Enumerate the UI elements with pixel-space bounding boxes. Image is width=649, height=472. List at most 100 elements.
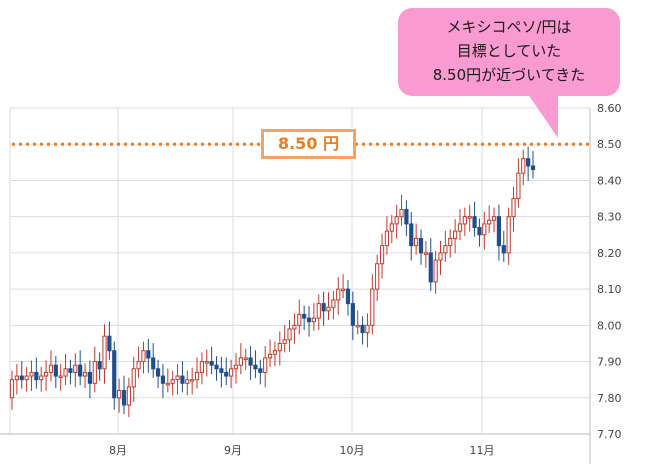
candle-body [365, 324, 370, 334]
candle-body [170, 379, 175, 384]
target-level-label: 8.50 円 [261, 129, 356, 159]
candle-body [63, 368, 68, 377]
candle-body [219, 368, 224, 373]
candle-body [311, 317, 316, 323]
candle-body [418, 237, 424, 254]
candle-body [263, 357, 268, 373]
candle-body [155, 368, 161, 377]
candle-body [238, 357, 243, 366]
candle-body [185, 379, 190, 384]
candle-body [336, 288, 341, 301]
candle-body [14, 375, 19, 381]
candle-body [43, 371, 49, 377]
x-tick-label: 10月 [340, 444, 365, 457]
candle-body [131, 368, 136, 388]
candle-body [482, 223, 487, 236]
candle-body [141, 350, 146, 363]
y-tick-label: 8.50 [597, 138, 622, 151]
candle-body [467, 216, 472, 219]
candle-body [82, 371, 88, 377]
candle-body [375, 263, 380, 290]
candle-body [526, 158, 531, 167]
candle-body [501, 245, 506, 254]
candle-body [462, 216, 467, 225]
candles [9, 146, 536, 417]
candle-body [384, 230, 390, 247]
candle-body [277, 342, 282, 352]
candle-body [204, 361, 209, 364]
candle-body [9, 379, 15, 399]
candle-body [48, 364, 54, 373]
candle-body [180, 375, 185, 384]
candle-body [379, 245, 385, 265]
candle-body [370, 288, 375, 326]
y-tick-label: 7.80 [597, 392, 622, 405]
annotation-line-1: メキシコペソ/円は [446, 18, 572, 36]
candle-body [530, 165, 536, 171]
candle-body [477, 227, 482, 236]
candle-body [472, 216, 477, 229]
candle-body [433, 259, 438, 283]
candle-body [107, 335, 112, 352]
candle-body [326, 306, 331, 312]
candle-body [448, 237, 453, 247]
y-axis-ticks: 8.60 8.50 8.40 8.30 8.20 8.10 8.00 7.90 7.80 7.70 [597, 102, 622, 441]
grid [0, 107, 591, 464]
candle-body [321, 303, 326, 312]
callout-tail [528, 94, 558, 138]
candle-body [355, 324, 360, 328]
candle-body [160, 375, 166, 384]
candle-body [29, 371, 34, 377]
candle-body [452, 230, 458, 239]
candle-body [146, 350, 151, 359]
candle-body [282, 339, 287, 344]
candle-body [516, 172, 521, 200]
candle-body [350, 303, 355, 326]
candle-body [487, 219, 492, 225]
candle-body [112, 350, 117, 399]
candle-body [302, 313, 307, 319]
candle-body [151, 357, 156, 370]
candle-body [19, 375, 24, 381]
candle-body [292, 324, 297, 330]
candle-body [297, 313, 302, 326]
candle-body [126, 386, 131, 406]
y-tick-label: 8.30 [597, 211, 622, 224]
y-tick-label: 8.40 [597, 174, 622, 187]
annotation-line-2: 目標としていた [456, 42, 562, 60]
candle-body [34, 371, 39, 381]
y-tick-label: 7.70 [597, 428, 622, 441]
candle-body [306, 317, 312, 323]
candle-body [457, 223, 463, 232]
candle-body [136, 361, 141, 370]
candle-body [360, 324, 365, 334]
candle-body [233, 364, 239, 370]
candle-body [389, 223, 394, 232]
candle-body [102, 335, 107, 370]
candle-body [341, 288, 346, 292]
y-tick-label: 7.90 [597, 356, 622, 369]
candle-body [214, 364, 219, 370]
candle-body [258, 368, 263, 373]
candle-body [511, 198, 516, 218]
candle-body [199, 361, 204, 373]
candle-body [53, 364, 58, 377]
candle-body [287, 328, 292, 341]
candle-body [272, 350, 278, 355]
candle-body [248, 357, 253, 366]
candle-body [92, 361, 97, 384]
candle-body [438, 252, 443, 261]
candle-body [316, 303, 321, 319]
candle-body [506, 216, 511, 254]
x-tick-label: 11月 [470, 444, 495, 457]
candle-body [414, 237, 419, 247]
candle-body [165, 382, 170, 386]
candle-body [229, 368, 234, 377]
candle-body [78, 364, 83, 377]
candle-body [443, 245, 448, 254]
candle-body [491, 216, 497, 221]
y-tick-label: 8.60 [597, 102, 622, 115]
candle-body [224, 371, 229, 377]
candle-body [399, 208, 404, 218]
